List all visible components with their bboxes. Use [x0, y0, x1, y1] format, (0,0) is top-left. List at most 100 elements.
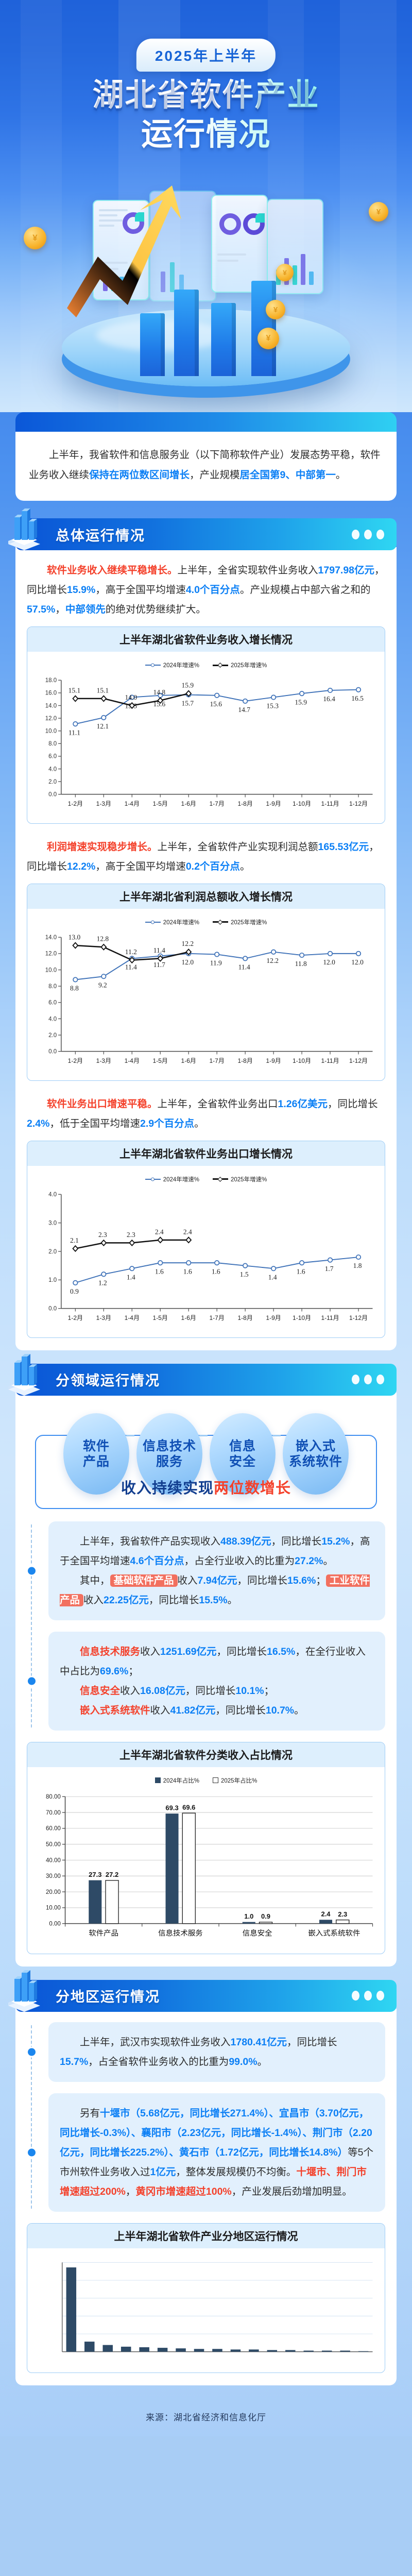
svg-text:14.0: 14.0 — [45, 703, 57, 709]
svg-text:1-9月: 1-9月 — [266, 1314, 281, 1321]
header-dots-decoration — [352, 529, 384, 539]
svg-text:1-8月: 1-8月 — [237, 1057, 252, 1064]
svg-text:15.1: 15.1 — [97, 686, 109, 694]
svg-text:1-11月: 1-11月 — [321, 1314, 339, 1321]
svg-text:15.6: 15.6 — [153, 700, 166, 708]
svg-text:6.0: 6.0 — [48, 1000, 57, 1006]
svg-text:12.0: 12.0 — [45, 951, 57, 957]
chart-card-profit: 上半年湖北省利润总额收入增长情况 2024年增速% 2025年增速% 0.0 2.… — [27, 883, 385, 1081]
section-body-regions: 上半年，武汉市实现软件业务收入1780.41亿元，同比增长15.7%，占全省软件… — [15, 2008, 397, 2386]
svg-text:14.8: 14.8 — [153, 688, 166, 696]
overall-lead-3: 软件业务出口增速平稳。 — [47, 1098, 158, 1110]
overall-paragraph-2: 利润增速实现稳步增长。上半年，全省软件产业实现利润总额165.53亿元，同比增长… — [27, 841, 379, 872]
tag-basic-software: 基础软件产品 — [110, 1574, 178, 1587]
bar-tower-icon — [8, 509, 40, 550]
legend-item: 2024年增速% — [145, 661, 199, 669]
svg-text:14.0: 14.0 — [45, 935, 57, 941]
donut-chart-icon — [219, 213, 241, 235]
svg-text:1-8月: 1-8月 — [237, 1314, 252, 1321]
section-header-domains: 分领域运行情况 — [8, 1353, 397, 1396]
bar-chart-category-share: 0.00 10.00 20.00 30.00 40.00 50.00 60.00 70.00 8… — [46, 1794, 373, 1938]
svg-text:27.2: 27.2 — [106, 1871, 118, 1878]
chart-title: 上半年湖北省软件分类收入占比情况 — [27, 1742, 385, 1767]
svg-text:1-5月: 1-5月 — [153, 1314, 168, 1321]
chart-title: 上半年湖北省利润总额收入增长情况 — [27, 884, 385, 909]
svg-text:15.1: 15.1 — [68, 686, 81, 694]
svg-text:2.1: 2.1 — [70, 1236, 79, 1244]
svg-text:1.4: 1.4 — [268, 1273, 277, 1281]
chart-legend: 2024年占比% 2025年占比% — [32, 1776, 380, 1785]
svg-text:1-12月: 1-12月 — [349, 800, 368, 807]
chart-card-region-growth: 上半年湖北省软件产业分地区运行情况 — [27, 2223, 385, 2374]
domain-bubble-group: 软件 产品 信息技术 服务 信息 安全 嵌入式 系统软件 收入持续实现两位 — [27, 1413, 385, 1516]
intro-paragraph: 上半年，我省软件和信息服务业（以下简称软件产业）发展态势平稳，软件业务收入继续保… — [15, 432, 397, 501]
section-title: 总体运行情况 — [56, 528, 145, 544]
section-regions: 分地区运行情况 上半年，武汉市实现软件业务收入1780.41亿元，同比增长15.… — [8, 1970, 397, 2386]
dashboard-card-icon — [149, 191, 216, 301]
chart-legend: 2024年增速% 2025年增速% — [32, 661, 380, 669]
svg-text:12.0: 12.0 — [181, 958, 194, 966]
svg-text:1-3月: 1-3月 — [96, 1057, 111, 1064]
svg-text:1.6: 1.6 — [155, 1267, 164, 1275]
svg-text:1.5: 1.5 — [240, 1270, 249, 1278]
svg-text:80.00: 80.00 — [46, 1794, 61, 1800]
svg-text:10.00: 10.00 — [46, 1905, 61, 1911]
section-body-overall: 软件业务收入继续平稳增长。上半年，全省实现软件业务收入1797.98亿元，同比增… — [15, 547, 397, 1350]
section-header-regions: 分地区运行情况 — [8, 1970, 397, 2012]
svg-text:0.0: 0.0 — [48, 1048, 57, 1055]
chart-title: 上半年湖北省软件业务收入增长情况 — [27, 627, 385, 652]
section-title: 分领域运行情况 — [56, 1373, 160, 1389]
svg-text:1-8月: 1-8月 — [237, 800, 252, 807]
svg-text:12.0: 12.0 — [45, 716, 57, 722]
svg-text:11.4: 11.4 — [153, 946, 165, 954]
coin-icon: ¥ — [258, 328, 279, 349]
intro-text-3: 。 — [335, 469, 346, 481]
svg-text:4.0: 4.0 — [48, 1016, 57, 1022]
domain-caption: 收入持续实现两位数增长 — [121, 1480, 291, 1497]
svg-text:18.0: 18.0 — [45, 677, 57, 684]
svg-text:1-6月: 1-6月 — [181, 1057, 196, 1064]
line-chart-revenue: 0.0 2.0 4.0 6.0 8.0 10.0 12.0 14.0 16.0 18.0 1-2月 1… — [45, 677, 373, 807]
svg-text:13.0: 13.0 — [68, 933, 81, 941]
svg-text:信息安全: 信息安全 — [243, 1928, 272, 1938]
svg-text:1-9月: 1-9月 — [266, 800, 281, 807]
page-title-line1: 湖北省软件产业 — [0, 77, 412, 112]
domain-timeline: 上半年，我省软件产品实现收入488.39亿元，同比增长15.2%，高于全国平均增… — [27, 1521, 385, 1731]
svg-text:8.8: 8.8 — [70, 985, 79, 992]
svg-text:1-11月: 1-11月 — [321, 800, 339, 807]
svg-text:1-3月: 1-3月 — [96, 800, 111, 807]
svg-text:69.6: 69.6 — [182, 1803, 195, 1811]
coin-icon: ¥ — [276, 264, 294, 281]
svg-text:1-4月: 1-4月 — [125, 1057, 140, 1064]
svg-text:1-4月: 1-4月 — [125, 1314, 140, 1321]
legend-item: 2024年增速% — [145, 1175, 199, 1183]
legend-item: 2025年增速% — [213, 918, 267, 926]
svg-text:1.0: 1.0 — [48, 1277, 57, 1283]
svg-text:11.4: 11.4 — [125, 963, 137, 971]
svg-text:12.8: 12.8 — [97, 935, 109, 943]
svg-text:12.0: 12.0 — [323, 958, 335, 966]
svg-text:2.4: 2.4 — [155, 1228, 164, 1235]
intro-text-2: ，产业规模 — [190, 469, 240, 481]
svg-text:0.9: 0.9 — [70, 1287, 79, 1295]
svg-text:8.0: 8.0 — [48, 741, 57, 747]
source-footer: 来源：湖北省经济和信息化厅 — [146, 2413, 266, 2423]
svg-text:1.4: 1.4 — [127, 1273, 135, 1281]
domain-bubble-software-product: 软件 产品 — [63, 1413, 129, 1495]
intro-card: 上半年，我省软件和信息服务业（以下简称软件产业）发展态势平稳，软件业务收入继续保… — [15, 412, 397, 501]
header-dots-decoration — [352, 1375, 384, 1385]
svg-text:11.9: 11.9 — [210, 959, 222, 967]
bar-3d-icon — [174, 290, 199, 376]
section-title: 分地区运行情况 — [56, 1989, 160, 2005]
svg-text:1-2月: 1-2月 — [68, 1057, 83, 1064]
svg-text:1-11月: 1-11月 — [321, 1057, 339, 1064]
svg-text:30.00: 30.00 — [46, 1873, 61, 1879]
svg-text:16.5: 16.5 — [351, 694, 364, 702]
legend-item: 2024年增速% — [145, 918, 199, 926]
svg-text:1-10月: 1-10月 — [293, 1057, 311, 1064]
chart-legend: 2024年增速% 2025年增速% — [32, 918, 380, 926]
podium-shape — [62, 309, 350, 386]
svg-text:1.6: 1.6 — [297, 1267, 305, 1275]
svg-text:0.0: 0.0 — [48, 1306, 57, 1312]
chart-legend: 2024年增速% 2025年增速% — [32, 1175, 380, 1183]
